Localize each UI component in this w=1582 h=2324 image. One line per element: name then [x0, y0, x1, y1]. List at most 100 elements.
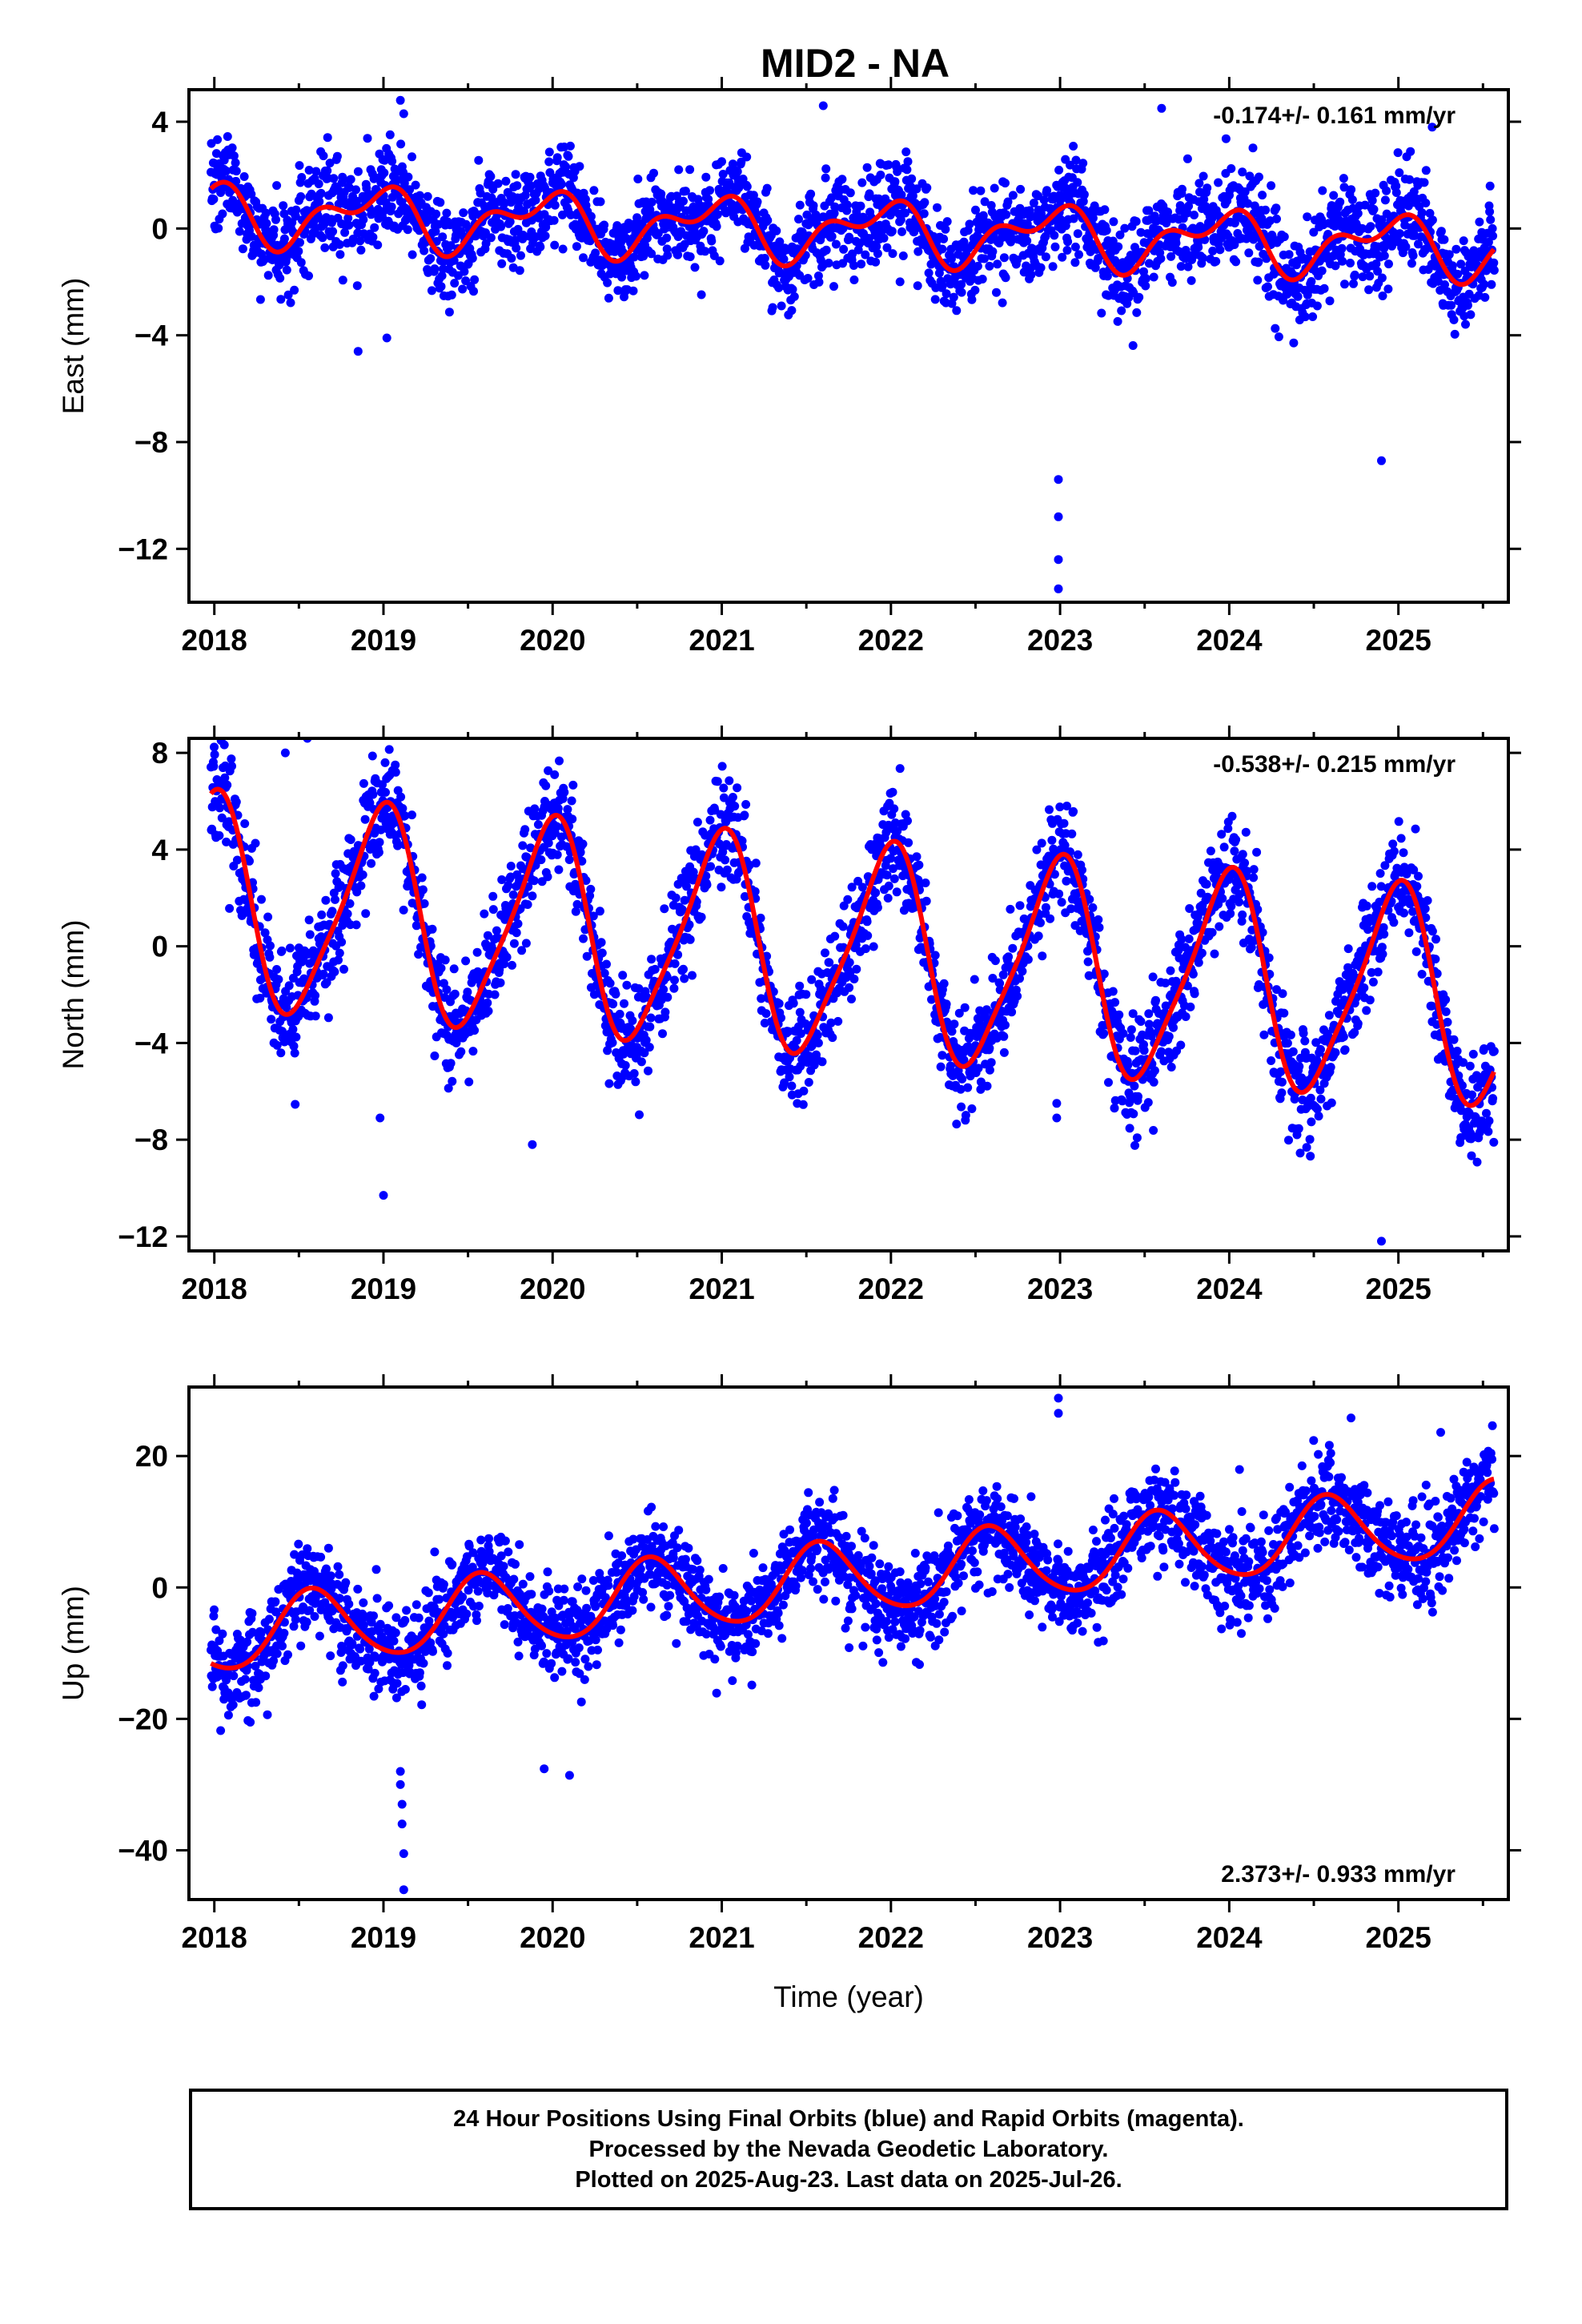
data-point [890, 177, 900, 187]
chart-title: MID2 - NA [761, 41, 950, 86]
data-point [1114, 1010, 1124, 1019]
data-point [220, 773, 230, 782]
data-point [1166, 251, 1176, 261]
data-point [1118, 1096, 1127, 1106]
outlier-point [1427, 123, 1437, 132]
data-point [825, 958, 834, 967]
data-point [1371, 188, 1380, 198]
data-point [985, 1043, 994, 1053]
data-point [889, 874, 899, 883]
data-point [718, 170, 728, 179]
data-point [1050, 231, 1059, 240]
data-point [1166, 966, 1175, 975]
data-point [1060, 841, 1070, 850]
data-point [1358, 272, 1367, 282]
data-point [1294, 1124, 1303, 1133]
data-point [1238, 167, 1247, 177]
data-point [605, 979, 615, 988]
data-point [1299, 1028, 1308, 1038]
data-point [839, 244, 849, 254]
outlier-point [353, 347, 363, 356]
data-point [1331, 261, 1340, 271]
data-point [464, 1077, 474, 1087]
data-point [1128, 1009, 1138, 1019]
data-point [772, 226, 781, 235]
data-point [958, 1074, 967, 1084]
data-point [558, 210, 567, 219]
data-point [913, 281, 922, 291]
data-point [1240, 858, 1250, 868]
data-point [845, 188, 855, 198]
data-point [869, 942, 878, 951]
data-point [544, 157, 554, 167]
data-point [809, 201, 818, 211]
data-point [1144, 206, 1154, 215]
data-point [526, 843, 536, 853]
data-point [442, 985, 452, 995]
data-point [685, 920, 694, 930]
data-point [430, 264, 440, 274]
data-point [1128, 341, 1138, 350]
outlier-point [818, 101, 828, 111]
data-point [1102, 271, 1112, 281]
data-point [620, 999, 628, 1008]
data-point [423, 191, 432, 201]
data-point [967, 1104, 977, 1113]
data-point [792, 1035, 801, 1045]
data-point [550, 200, 560, 210]
data-point [1069, 806, 1078, 816]
data-point [1001, 179, 1010, 188]
data-point [523, 900, 532, 909]
data-point [227, 762, 236, 771]
data-point [957, 279, 966, 289]
data-point [1237, 916, 1247, 926]
data-point [1314, 1112, 1323, 1121]
data-point [895, 764, 905, 774]
data-point [1199, 253, 1207, 263]
data-point [295, 161, 304, 171]
data-point [227, 143, 237, 153]
data-point [276, 1048, 286, 1058]
data-point [1008, 191, 1018, 200]
data-point [375, 838, 384, 847]
data-point [444, 308, 454, 317]
north-panel: 2018 2019 2020 2021 2022 2023 2024 2025840−4−8−… [57, 726, 1521, 1305]
data-point [1267, 181, 1276, 191]
data-point [359, 778, 368, 788]
data-point [728, 793, 737, 802]
data-point [901, 147, 911, 157]
data-point [481, 239, 491, 248]
data-point [541, 781, 551, 790]
data-point [1350, 270, 1359, 279]
data-point [577, 856, 587, 866]
data-point [813, 1031, 822, 1040]
data-point [656, 189, 666, 199]
data-point [1054, 889, 1064, 899]
data-point [1097, 308, 1106, 318]
data-point [1066, 160, 1074, 170]
data-point [993, 259, 1002, 269]
data-point [405, 185, 415, 195]
data-point [231, 167, 241, 176]
data-point [1184, 934, 1194, 943]
data-point [223, 132, 232, 141]
data-point [468, 1047, 478, 1056]
data-point [897, 227, 906, 236]
data-point [1338, 256, 1347, 266]
data-point [1015, 974, 1024, 983]
data-point [1139, 1046, 1149, 1055]
data-point [544, 838, 553, 848]
data-point [556, 179, 566, 189]
data-point [1243, 199, 1253, 208]
data-point [1488, 231, 1498, 241]
data-point [1183, 262, 1193, 271]
data-point [1258, 927, 1267, 937]
data-point [288, 973, 298, 983]
data-point [536, 855, 546, 865]
data-point [1164, 1031, 1174, 1041]
data-point [284, 981, 294, 991]
data-point [591, 248, 600, 258]
data-point [224, 817, 234, 826]
data-point [670, 959, 680, 968]
data-point [1134, 292, 1144, 302]
